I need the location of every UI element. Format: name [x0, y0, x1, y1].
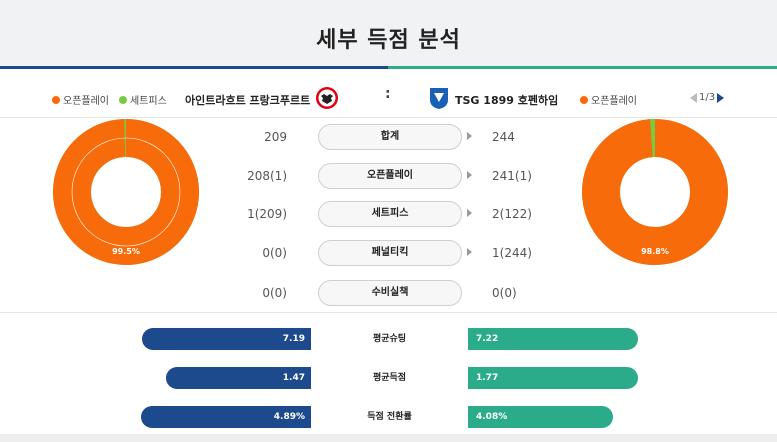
row-setpiece: 1(209) 세트피스 2(122) [0, 201, 777, 227]
stat-label: 평균득점 [372, 373, 407, 383]
stat-row-conversion: 4.89% 득점 전환률 4.08% [0, 406, 777, 428]
home-donut-openplay-slice [53, 119, 199, 265]
row-home-value: 209 [264, 130, 287, 144]
category-pill-openplay[interactable]: 오픈플레이 [318, 163, 462, 189]
row-penalty: 0(0) 페널티킥 1(244) [0, 240, 777, 266]
category-pill-penalty[interactable]: 페널티킥 [318, 240, 462, 266]
away-color-bar [388, 66, 777, 69]
expand-arrow-icon[interactable] [467, 209, 472, 217]
stat-row-avg-goals: 1.47 평균득점 1.77 [0, 367, 777, 389]
away-stat-bar: 7.22 [468, 328, 638, 350]
page-title: 세부 득점 분석 [316, 28, 461, 53]
row-away-value: 2(122) [492, 207, 532, 221]
row-away-value: 241(1) [492, 169, 532, 183]
next-page-icon[interactable] [717, 92, 725, 103]
legend-right: 오픈플레이 [580, 92, 637, 107]
category-pill-total[interactable]: 합계 [318, 124, 462, 150]
away-stat-bar: 4.08% [468, 406, 614, 428]
expand-arrow-icon[interactable] [467, 171, 472, 179]
home-donut-chart: 99.5% [53, 119, 199, 265]
legend-openplay-label: 오픈플레이 [63, 96, 109, 107]
home-donut-rim [71, 137, 181, 247]
home-color-bar [0, 66, 388, 69]
bottom-strip [0, 434, 777, 442]
eagle-crest-icon [315, 86, 339, 113]
stat-row-avg-shots: 7.19 평균슈팅 7.22 [0, 328, 777, 350]
away-donut-openplay-slice [582, 119, 728, 265]
home-donut-label: 99.5% [112, 247, 140, 256]
pager: 1/3 [690, 92, 725, 103]
category-pill-defensive-error[interactable]: 수비실책 [318, 280, 462, 306]
row-away-value: 244 [492, 130, 515, 144]
legend-setpiece-label: 세트피스 [130, 96, 167, 107]
row-openplay: 208(1) 오픈플레이 241(1) [0, 163, 777, 189]
hoffenheim-crest-icon [428, 86, 450, 113]
home-team[interactable]: 아인트라흐트 프랑크푸르트 [185, 86, 339, 113]
home-team-name: 아인트라흐트 프랑크푸르트 [185, 93, 311, 107]
expand-arrow-icon[interactable] [467, 248, 472, 256]
away-stat-bar: 1.77 [468, 367, 638, 389]
stat-label: 득점 전환률 [367, 412, 412, 422]
row-home-value: 0(0) [262, 246, 287, 260]
legend-left: 오픈플레이 세트피스 [52, 92, 167, 107]
openplay-dot-icon [580, 95, 588, 104]
stat-label: 평균슈팅 [372, 334, 407, 344]
category-pill-setpiece[interactable]: 세트피스 [318, 201, 462, 227]
home-stat-bar: 1.47 [166, 367, 311, 389]
row-total: 209 합계 244 [0, 124, 777, 150]
openplay-dot-icon [52, 95, 60, 104]
row-home-value: 0(0) [262, 286, 287, 300]
row-away-value: 0(0) [492, 286, 517, 300]
row-defensive-error: 0(0) 수비실책 0(0) [0, 280, 777, 306]
row-home-value: 1(209) [247, 207, 287, 221]
legend-openplay-label-right: 오픈플레이 [591, 96, 637, 107]
home-stat-bar: 4.89% [141, 406, 311, 428]
away-donut-label: 98.8% [641, 247, 669, 256]
row-away-value: 1(244) [492, 246, 532, 260]
away-donut-chart: 98.8% [582, 119, 728, 265]
pager-label: 1/3 [699, 92, 716, 103]
prev-page-icon[interactable] [690, 92, 697, 103]
home-stat-bar: 7.19 [141, 328, 311, 350]
header-bar [0, 0, 777, 67]
row-home-value: 208(1) [247, 169, 287, 183]
setpiece-dot-icon [119, 95, 127, 104]
vs-separator: : [385, 86, 391, 102]
expand-arrow-icon[interactable] [467, 132, 472, 140]
divider-middle [0, 312, 777, 313]
away-team[interactable]: TSG 1899 호펜하임 [428, 86, 558, 113]
divider-top [0, 117, 777, 118]
away-team-name: TSG 1899 호펜하임 [455, 93, 559, 107]
